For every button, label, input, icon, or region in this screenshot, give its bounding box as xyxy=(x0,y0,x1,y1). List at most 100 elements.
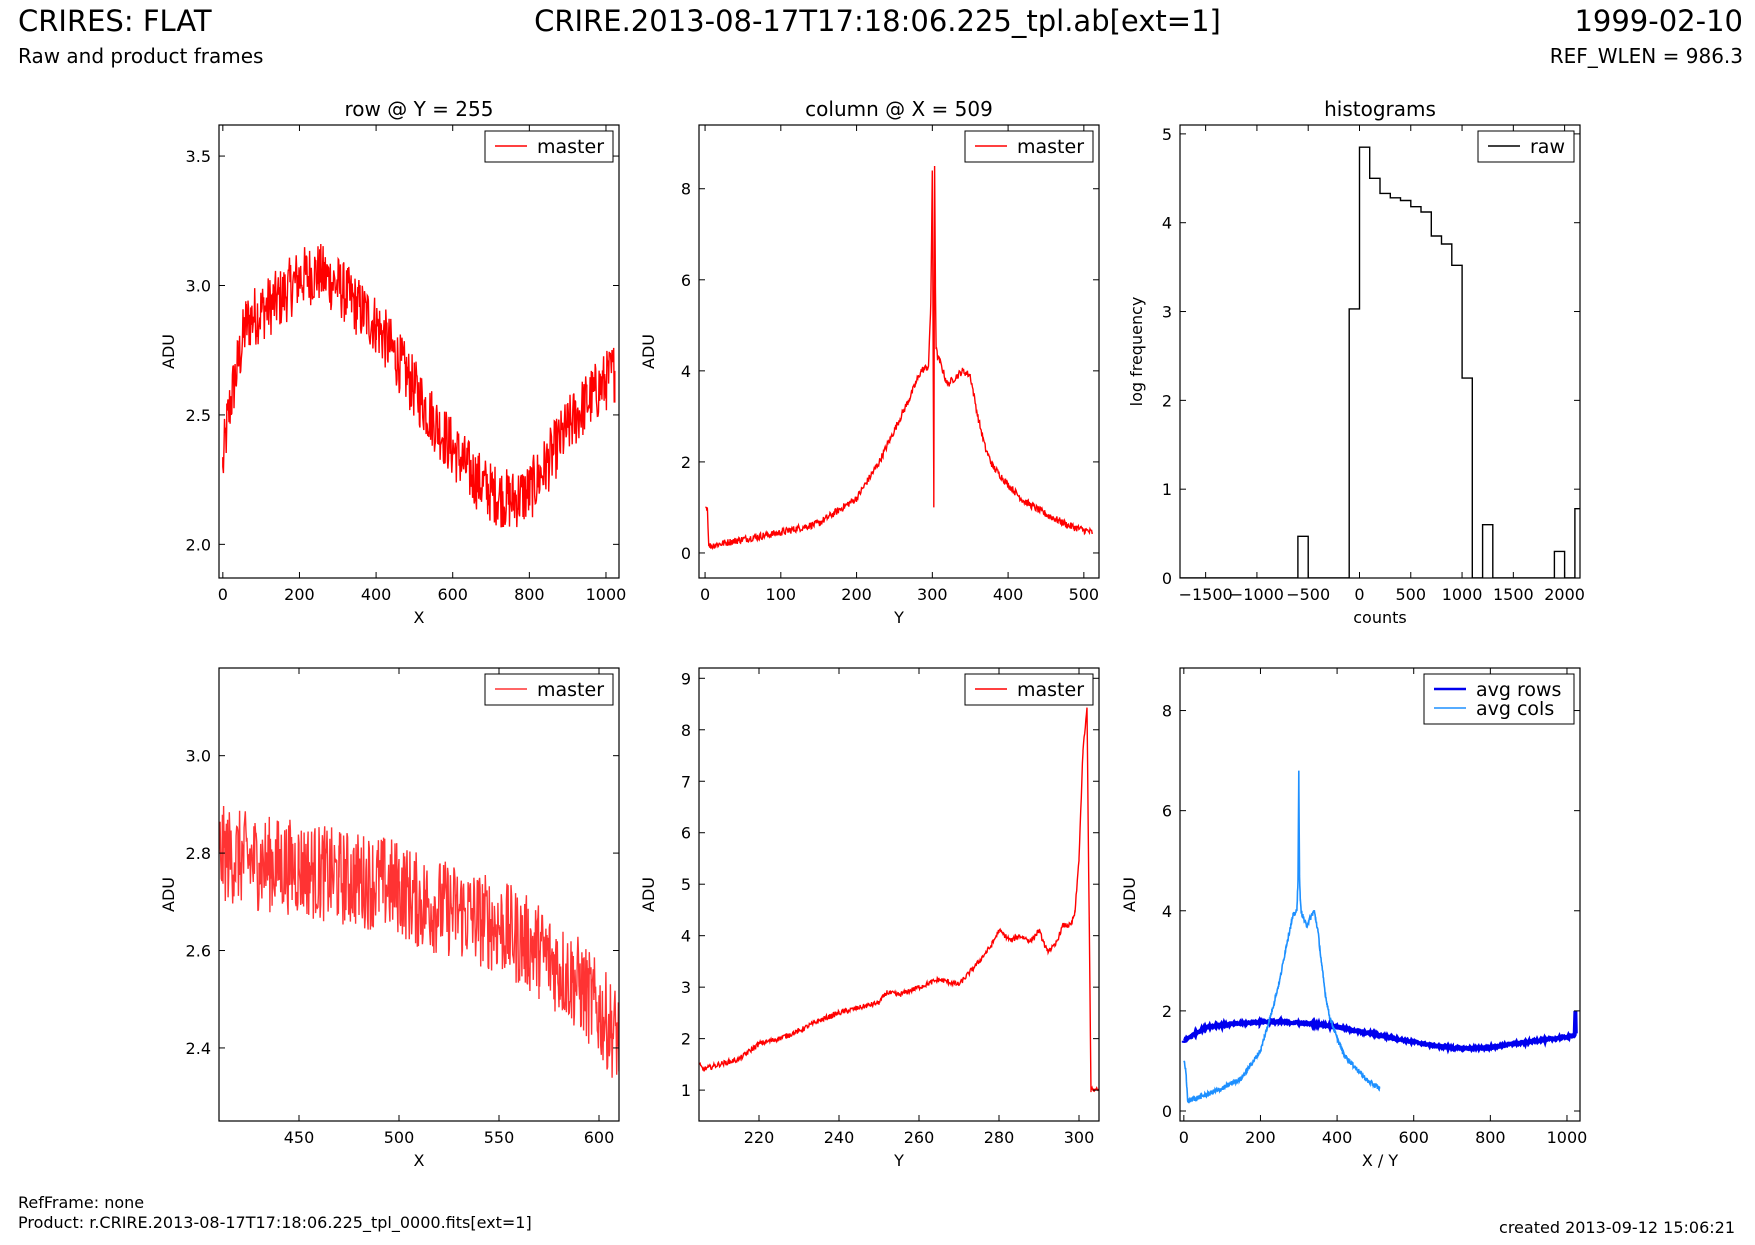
x-axis-label: X xyxy=(414,608,425,627)
plot-frame xyxy=(218,124,620,579)
header-title-left: CRIRES: FLAT xyxy=(18,4,212,38)
x-tick-label: 2000 xyxy=(1544,585,1585,604)
y-tick-label: 4 xyxy=(1162,902,1172,921)
x-tick-label: 260 xyxy=(904,1128,935,1147)
header-subtitle-left: Raw and product frames xyxy=(18,44,264,68)
x-tick-label: 450 xyxy=(284,1128,315,1147)
y-tick-label: 5 xyxy=(1162,125,1172,144)
series-line-master xyxy=(699,707,1099,1093)
x-tick-label: 280 xyxy=(984,1128,1015,1147)
x-tick-label: 300 xyxy=(1064,1128,1095,1147)
y-tick-label: 0 xyxy=(681,544,691,563)
y-tick-label: 6 xyxy=(1162,802,1172,821)
series-line-master xyxy=(705,165,1093,551)
x-tick-label: 800 xyxy=(1475,1128,1506,1147)
y-tick-label: 2 xyxy=(681,453,691,472)
x-tick-label: 0 xyxy=(1179,1128,1189,1147)
x-tick-label: 500 xyxy=(384,1128,415,1147)
chart-title: histograms xyxy=(1324,97,1436,121)
y-tick-label: 6 xyxy=(681,824,691,843)
y-tick-label: 8 xyxy=(1162,702,1172,721)
x-tick-label: 1000 xyxy=(1547,1128,1588,1147)
legend: master xyxy=(964,673,1094,706)
y-tick-label: 1 xyxy=(1162,480,1172,499)
y-axis-label: ADU xyxy=(159,877,178,912)
legend: master xyxy=(964,130,1094,163)
x-tick-label: 200 xyxy=(1245,1128,1276,1147)
y-tick-label: 3.5 xyxy=(186,147,211,166)
header-subtitle-right: REF_WLEN = 986.3 xyxy=(1549,44,1743,68)
y-tick-label: 3.0 xyxy=(186,276,211,295)
x-tick-label: 0 xyxy=(1354,585,1364,604)
legend-box xyxy=(1423,673,1575,725)
y-tick-label: 4 xyxy=(681,362,691,381)
header-title-center: CRIRE.2013-08-17T17:18:06.225_tpl.ab[ext… xyxy=(534,4,1221,38)
y-tick-label: 5 xyxy=(681,875,691,894)
x-tick-label: 200 xyxy=(284,585,315,604)
x-tick-label: 220 xyxy=(744,1128,775,1147)
footer-product: Product: r.CRIRE.2013-08-17T17:18:06.225… xyxy=(18,1213,532,1232)
y-tick-label: 4 xyxy=(681,927,691,946)
plot-frame xyxy=(698,667,1100,1122)
y-tick-label: 2.0 xyxy=(186,535,211,554)
y-tick-label: 3 xyxy=(681,978,691,997)
plot-frame xyxy=(698,124,1100,579)
y-tick-label: 2 xyxy=(1162,391,1172,410)
x-tick-label: 400 xyxy=(361,585,392,604)
plot-frame xyxy=(1179,124,1581,579)
x-tick-label: 500 xyxy=(1395,585,1426,604)
x-tick-label: 600 xyxy=(437,585,468,604)
chart-panel-6: 0 200 400 600 800 1000 0 2 4 6 8 X / Y ADU avg rowsav… xyxy=(1120,667,1588,1170)
x-tick-label: −1000 xyxy=(1230,585,1284,604)
x-tick-label: 300 xyxy=(917,585,948,604)
legend-label: avg cols xyxy=(1476,698,1554,720)
series-line-avg-cols xyxy=(1183,770,1381,1104)
chart-title: row @ Y = 255 xyxy=(345,97,494,121)
chart-panel-3: −1500−1000 −500 0 500 1000 1500 2000 0 1 2 3 4 5 hist… xyxy=(1127,97,1585,627)
plot-frame xyxy=(1179,667,1581,1122)
y-tick-label: 2.8 xyxy=(186,844,211,863)
legend-label: master xyxy=(1017,679,1084,701)
y-tick-label: 8 xyxy=(681,180,691,199)
chart-panel-4: 450 500 550 600 2.4 2.6 2.8 3.0 X ADU master xyxy=(159,667,620,1170)
series-line-master xyxy=(222,243,616,528)
x-axis-label: X / Y xyxy=(1362,1151,1399,1170)
y-tick-label: 3 xyxy=(1162,303,1172,322)
legend: master xyxy=(484,673,614,706)
y-tick-label: 2.5 xyxy=(186,406,211,425)
plot-frame xyxy=(218,667,620,1122)
chart-panel-2: 0 100 200 300 400 500 0 2 4 6 8 column @ X = 509 Y AD… xyxy=(639,97,1100,627)
x-tick-label: 1000 xyxy=(586,585,627,604)
x-axis-label: Y xyxy=(893,608,904,627)
x-tick-label: 0 xyxy=(218,585,228,604)
header-title-right: 1999-02-10 xyxy=(1574,4,1743,38)
x-tick-label: 240 xyxy=(824,1128,855,1147)
legend-label: raw xyxy=(1530,136,1565,158)
x-tick-label: 800 xyxy=(514,585,545,604)
x-axis-label: counts xyxy=(1353,608,1406,627)
series-line-raw xyxy=(1180,146,1580,578)
series-line-master xyxy=(219,805,619,1078)
y-axis-label: ADU xyxy=(159,334,178,369)
y-axis-label: ADU xyxy=(1120,877,1139,912)
x-axis-label: X xyxy=(414,1151,425,1170)
y-tick-label: 7 xyxy=(681,772,691,791)
y-tick-label: 1 xyxy=(681,1081,691,1100)
x-tick-label: 200 xyxy=(841,585,872,604)
x-tick-label: 500 xyxy=(1069,585,1100,604)
y-tick-label: 9 xyxy=(681,669,691,688)
legend-label: master xyxy=(1017,136,1084,158)
y-tick-label: 8 xyxy=(681,721,691,740)
chart-title: column @ X = 509 xyxy=(805,97,993,121)
x-tick-label: −1500 xyxy=(1179,585,1233,604)
y-axis-label: ADU xyxy=(639,877,658,912)
y-tick-label: 2 xyxy=(1162,1002,1172,1021)
x-tick-label: 0 xyxy=(700,585,710,604)
y-tick-label: 2 xyxy=(681,1030,691,1049)
x-tick-label: 600 xyxy=(584,1128,615,1147)
x-tick-label: 400 xyxy=(1322,1128,1353,1147)
series-line-avg-rows xyxy=(1181,1010,1578,1055)
chart-panel-5: 220 240 260 280 300 1 2 3 4 5 6 7 8 9 Y ADU master xyxy=(639,667,1100,1170)
